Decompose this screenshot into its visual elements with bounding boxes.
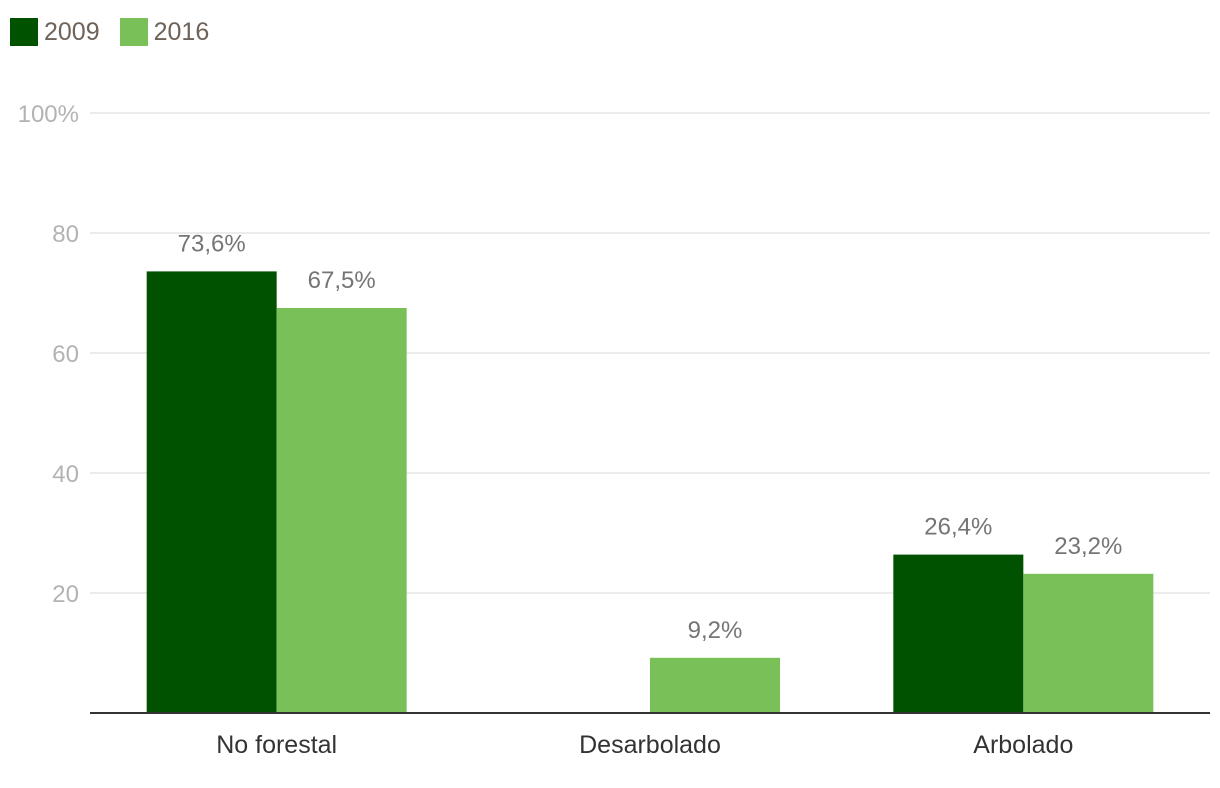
data-labels: 73,6% 67,5% 9,2% 26,4% 23,2% bbox=[178, 230, 1123, 643]
data-label: 67,5% bbox=[308, 267, 376, 294]
y-tick-label: 40 bbox=[52, 461, 79, 488]
category-label: No forestal bbox=[216, 731, 337, 759]
legend-swatch-2009 bbox=[10, 18, 38, 46]
bars bbox=[146, 271, 1154, 713]
category-label: Arbolado bbox=[973, 731, 1073, 759]
data-label: 9,2% bbox=[688, 617, 743, 644]
bar-2016-2[interactable] bbox=[1023, 573, 1154, 713]
y-tick-label: 60 bbox=[52, 341, 79, 368]
bar-2016-0[interactable] bbox=[276, 308, 407, 713]
legend-item-2009[interactable]: 2009 bbox=[10, 18, 100, 46]
legend: 2009 2016 bbox=[10, 18, 209, 46]
y-axis-ticks: 20 40 60 80 100% bbox=[18, 101, 79, 608]
y-tick-label: 20 bbox=[52, 581, 79, 608]
legend-label-2016: 2016 bbox=[153, 18, 210, 46]
y-tick-label: 80 bbox=[52, 221, 79, 248]
category-labels: No forestal Desarbolado Arbolado bbox=[216, 731, 1073, 759]
bar-2016-1[interactable] bbox=[650, 657, 780, 713]
legend-swatch-2016 bbox=[119, 18, 148, 46]
category-label: Desarbolado bbox=[579, 731, 721, 759]
bar-2009-0[interactable] bbox=[146, 271, 277, 713]
data-label: 73,6% bbox=[178, 230, 246, 257]
legend-item-2016[interactable]: 2016 bbox=[119, 18, 210, 46]
data-label: 26,4% bbox=[924, 514, 992, 541]
data-label: 23,2% bbox=[1054, 533, 1122, 560]
bar-2009-2[interactable] bbox=[893, 554, 1024, 713]
y-tick-label: 100% bbox=[18, 101, 79, 128]
legend-label-2009: 2009 bbox=[44, 18, 100, 46]
